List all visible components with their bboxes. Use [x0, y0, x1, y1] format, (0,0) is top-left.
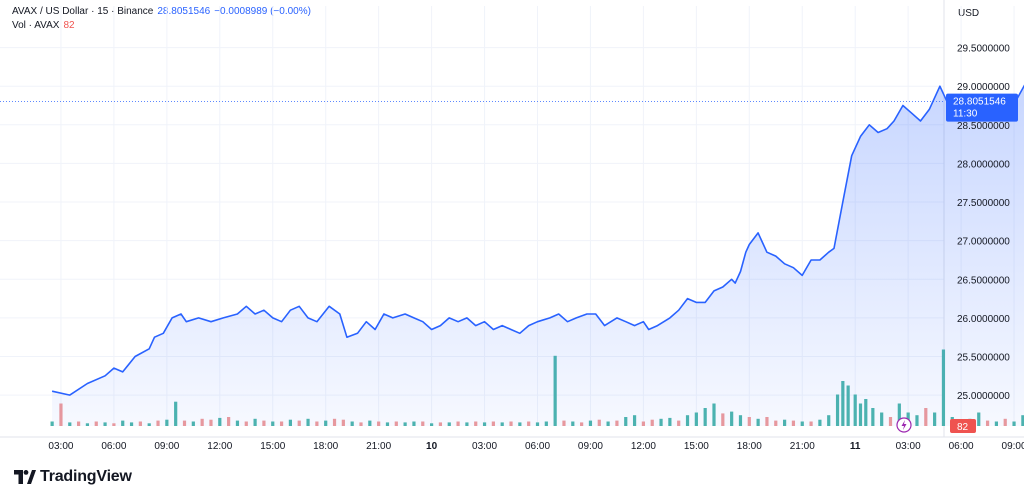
y-tick-label: 25.5000000: [957, 352, 1010, 363]
x-tick-label: 15:00: [684, 441, 709, 452]
lightning-icon-glyph: [901, 420, 907, 430]
tradingview-logo-icon: [14, 470, 36, 484]
price-line: [51, 84, 1024, 396]
x-tick-label: 06:00: [101, 441, 126, 452]
volume-title: Vol · AVAX: [12, 20, 60, 31]
y-tick-label: 26.0000000: [957, 314, 1010, 325]
x-tick-label: 06:00: [949, 441, 974, 452]
y-tick-label: 27.5000000: [957, 198, 1010, 209]
x-tick-label: 06:00: [525, 441, 550, 452]
brand-name: TradingView: [40, 468, 132, 485]
x-tick-label: 12:00: [207, 441, 232, 452]
last-price: 28.8051546: [157, 6, 211, 17]
x-tick-label: 11: [850, 441, 861, 452]
symbol-legend[interactable]: AVAX / US Dollar · 15 · Binance 28.805154…: [12, 6, 311, 17]
y-tick-label: 26.5000000: [957, 275, 1010, 286]
volume-label-bg: [950, 419, 976, 433]
price-change: −0.0008989 (−0.00%): [214, 6, 311, 17]
x-tick-label: 03:00: [896, 441, 921, 452]
x-tick-label: 10: [426, 441, 438, 452]
x-tick-label: 09:00: [578, 441, 603, 452]
symbol-title: AVAX / US Dollar · 15 · Binance: [12, 6, 154, 17]
y-tick-label: 28.0000000: [957, 159, 1010, 170]
tradingview-brand[interactable]: TradingView: [14, 468, 132, 486]
lightning-icon: [896, 417, 912, 433]
countdown-label: 11:30: [953, 109, 978, 120]
x-tick-label: 21:00: [790, 441, 815, 452]
y-tick-label: 29.5000000: [957, 44, 1010, 55]
y-tick-label: 25.0000000: [957, 391, 1010, 402]
volume-axis-label: 82: [957, 422, 969, 433]
volume-value: 82: [63, 20, 75, 31]
current-price-label-bg: [946, 93, 1018, 122]
current-price-label: 28.8051546: [953, 97, 1006, 108]
x-tick-label: 18:00: [737, 441, 762, 452]
y-tick-label: 27.0000000: [957, 237, 1010, 248]
x-tick-label: 03:00: [472, 441, 497, 452]
x-tick-label: 09:00: [1002, 441, 1024, 452]
x-tick-label: 18:00: [313, 441, 338, 452]
x-tick-label: 09:00: [154, 441, 179, 452]
x-tick-label: 21:00: [366, 441, 391, 452]
volume-legend[interactable]: Vol · AVAX 82: [12, 20, 75, 31]
y-tick-label: 28.5000000: [957, 121, 1010, 132]
y-tick-label: 29.0000000: [957, 82, 1010, 93]
price-area: [0, 84, 1024, 426]
currency-label[interactable]: USD: [958, 8, 980, 19]
x-tick-label: 15:00: [260, 441, 285, 452]
x-tick-label: 03:00: [48, 441, 73, 452]
x-tick-label: 12:00: [631, 441, 656, 452]
time-axis[interactable]: 03:00 06:00 09:00 12:00 15:00 18:00 21:00 10 03:…: [48, 441, 1024, 452]
price-area-fill: [52, 86, 1024, 426]
price-axis[interactable]: 29.5000000 29.0000000 28.5000000 28.0000000…: [957, 44, 1010, 403]
